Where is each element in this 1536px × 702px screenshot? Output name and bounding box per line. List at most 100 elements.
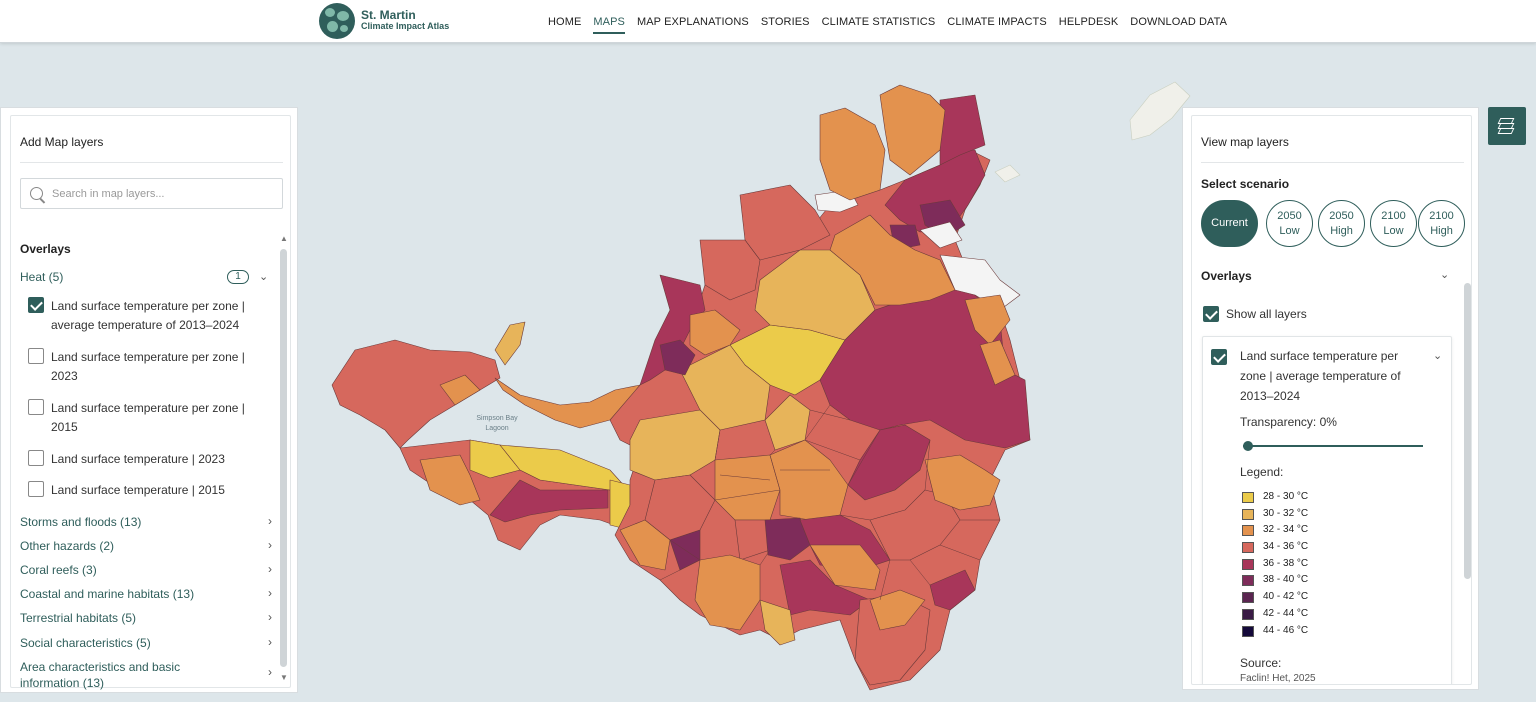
legend-label: 30 - 32 °C	[1263, 507, 1309, 519]
legend-label: 42 - 44 °C	[1263, 607, 1309, 619]
divider	[20, 162, 283, 163]
category-label: Other hazards (2)	[20, 539, 115, 553]
map-canvas[interactable]: Simpson Bay Lagoon	[0, 44, 1536, 702]
scenario-heading: Select scenario	[1201, 177, 1290, 191]
layer-label: Land surface temperature | 2015	[51, 483, 225, 497]
main-nav: HOME MAPS MAP EXPLANATIONS STORIES CLIMA…	[548, 0, 1239, 43]
transparency-label: Transparency: 0%	[1240, 415, 1337, 429]
legend-label: 36 - 38 °C	[1263, 557, 1309, 569]
layer-checkbox[interactable]	[28, 348, 44, 364]
scenario-2100-high-button[interactable]: 2100 High	[1418, 200, 1465, 247]
transparency-text: Transparency:	[1240, 415, 1317, 429]
category-storms-floods[interactable]: Storms and floods (13) ›	[20, 514, 272, 530]
nav-maps[interactable]: MAPS	[593, 10, 625, 34]
logo-title: St. Martin	[361, 8, 416, 22]
legend-swatch	[1242, 592, 1254, 604]
slider-track[interactable]	[1243, 445, 1423, 447]
chevron-right-icon: ›	[268, 635, 272, 649]
chevron-right-icon: ›	[268, 586, 272, 600]
category-label: Coral reefs (3)	[20, 563, 97, 577]
category-social-characteristics[interactable]: Social characteristics (5) ›	[20, 635, 272, 651]
category-label: Area characteristics and basic informati…	[20, 660, 181, 690]
scenario-current-button[interactable]: Current	[1201, 200, 1258, 247]
layer-label: Land surface temperature per zone | aver…	[51, 299, 245, 332]
logo-subtitle: Climate Impact Atlas	[361, 21, 450, 31]
search-icon	[30, 187, 43, 200]
islet-shape	[1129, 81, 1191, 141]
layer-checkbox[interactable]	[28, 399, 44, 415]
layer-item[interactable]: Land surface temperature per zone | 2015	[28, 399, 268, 439]
legend-swatch	[1242, 508, 1254, 520]
island-map[interactable]: Simpson Bay Lagoon	[0, 44, 1536, 702]
view-map-layers-panel: View map layers Select scenario Current …	[1182, 107, 1479, 690]
search-box[interactable]	[20, 178, 283, 209]
scenario-2050-high-button[interactable]: 2050 High	[1318, 200, 1365, 247]
divider	[1201, 162, 1464, 163]
layers-toggle-button[interactable]	[1488, 107, 1526, 145]
layer-label: Land surface temperature per zone | 2023	[51, 350, 245, 383]
scroll-down-arrow[interactable]: ▼	[280, 673, 288, 682]
layer-visibility-checkbox[interactable]	[1211, 349, 1227, 365]
layer-item[interactable]: Land surface temperature | 2023	[28, 450, 268, 470]
scenario-2100-low-button[interactable]: 2100 Low	[1370, 200, 1417, 247]
category-terrestrial-habitats[interactable]: Terrestrial habitats (5) ›	[20, 610, 272, 626]
show-all-layers-toggle[interactable]: Show all layers	[1203, 306, 1403, 322]
nav-home[interactable]: HOME	[548, 15, 582, 28]
legend-swatch	[1242, 575, 1254, 587]
layer-label: Land surface temperature per zone | 2015	[51, 401, 245, 434]
legend-label: 32 - 34 °C	[1263, 524, 1309, 536]
chevron-right-icon: ›	[268, 562, 272, 576]
transparency-value: 0%	[1319, 415, 1337, 429]
nav-helpdesk[interactable]: HELPDESK	[1058, 15, 1119, 28]
scroll-up-arrow[interactable]: ▲	[280, 234, 288, 243]
lagoon-label-line-1: Simpson Bay	[476, 415, 518, 422]
panel-title: View map layers	[1201, 135, 1289, 149]
layer-checkbox[interactable]	[28, 450, 44, 466]
layer-label: Land surface temperature | 2023	[51, 452, 225, 466]
show-all-checkbox[interactable]	[1203, 306, 1219, 322]
show-all-label: Show all layers	[1226, 307, 1307, 321]
layer-item[interactable]: Land surface temperature per zone | 2023	[28, 348, 268, 388]
layer-checkbox[interactable]	[28, 297, 44, 313]
chevron-right-icon: ›	[268, 514, 272, 528]
nav-climate-impacts[interactable]: CLIMATE IMPACTS	[947, 15, 1047, 28]
active-count-badge: 1	[227, 270, 249, 284]
search-input[interactable]	[52, 185, 272, 203]
scrollbar[interactable]	[1464, 283, 1471, 579]
nav-climate-statistics[interactable]: CLIMATE STATISTICS	[821, 15, 936, 28]
add-map-layers-panel: Add Map layers Overlays Heat (5) 1 ⌄ Lan…	[0, 107, 298, 693]
top-navigation-bar: St. Martin Climate Impact Atlas HOME MAP…	[0, 0, 1536, 43]
source-label: Source:	[1240, 656, 1282, 670]
category-coastal-marine[interactable]: Coastal and marine habitats (13) ›	[20, 586, 272, 602]
overlays-heading: Overlays	[1201, 269, 1252, 283]
slider-handle[interactable]	[1243, 441, 1253, 451]
legend-swatch	[1242, 558, 1254, 570]
site-logo[interactable]: St. Martin Climate Impact Atlas	[319, 3, 449, 39]
category-label: Terrestrial habitats (5)	[20, 611, 137, 625]
panel-title: Add Map layers	[20, 135, 104, 149]
category-other-hazards[interactable]: Other hazards (2) ›	[20, 538, 272, 554]
nav-stories[interactable]: STORIES	[760, 15, 810, 28]
category-coral-reefs[interactable]: Coral reefs (3) ›	[20, 562, 272, 578]
legend-label: 44 - 46 °C	[1263, 624, 1309, 636]
chevron-down-icon[interactable]: ⌄	[259, 271, 269, 283]
legend-swatch	[1242, 608, 1254, 620]
chevron-right-icon: ›	[268, 665, 272, 679]
nav-map-explanations[interactable]: MAP EXPLANATIONS	[636, 15, 749, 28]
chevron-down-icon[interactable]: ⌄	[1433, 350, 1443, 362]
layer-item[interactable]: Land surface temperature | 2015	[28, 481, 268, 501]
legend-label: 38 - 40 °C	[1263, 574, 1309, 586]
layer-checkbox[interactable]	[28, 481, 44, 497]
layer-item[interactable]: Land surface temperature per zone | aver…	[28, 297, 268, 337]
scenario-2050-low-button[interactable]: 2050 Low	[1266, 200, 1313, 247]
heat-category[interactable]: Heat (5) 1 ⌄	[20, 270, 269, 286]
category-area-characteristics[interactable]: Area characteristics and basic informati…	[20, 659, 272, 691]
chevron-down-icon[interactable]: ⌄	[1440, 269, 1450, 281]
lagoon-label-line-2: Lagoon	[485, 425, 508, 432]
chevron-right-icon: ›	[268, 538, 272, 552]
nav-download-data[interactable]: DOWNLOAD DATA	[1130, 15, 1228, 28]
overlays-heading: Overlays	[20, 242, 71, 256]
scrollbar[interactable]	[280, 249, 287, 667]
globe-logo-icon	[319, 3, 355, 39]
transparency-slider[interactable]	[1243, 441, 1423, 451]
